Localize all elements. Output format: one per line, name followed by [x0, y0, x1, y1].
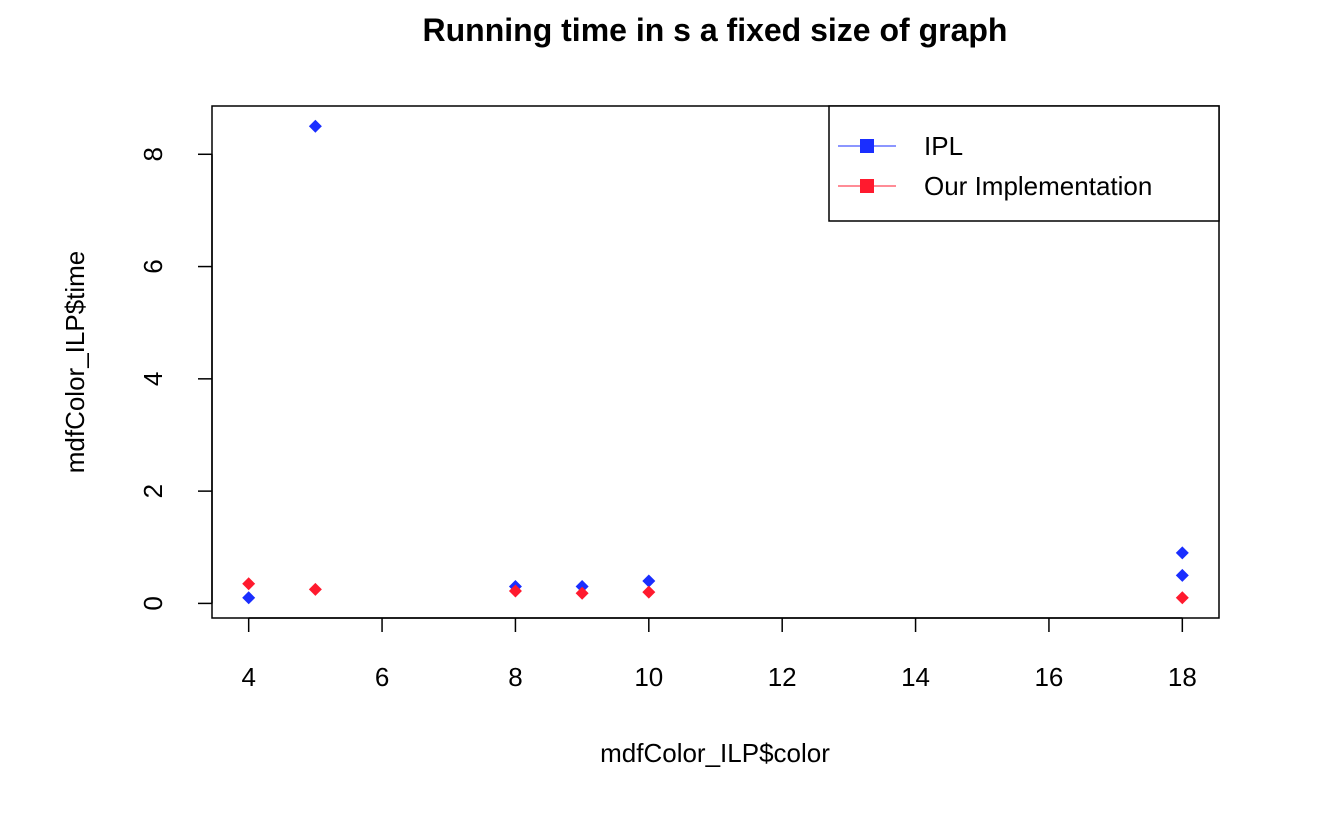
data-point-series-1	[308, 582, 322, 596]
x-tick-label: 10	[634, 662, 663, 692]
data-point-series-0	[575, 580, 589, 594]
x-axis: 4 6 8 10 12 14 16 18	[241, 617, 1197, 692]
x-tick-label: 6	[375, 662, 389, 692]
x-tick-label: 14	[901, 662, 930, 692]
x-tick-label: 4	[241, 662, 255, 692]
x-axis-title: mdfColor_ILP$color	[600, 738, 830, 768]
y-tick-label: 4	[138, 372, 168, 386]
data-point-series-0	[642, 574, 656, 588]
data-point-series-1	[642, 585, 656, 599]
x-tick-label: 12	[768, 662, 797, 692]
legend-box	[828, 105, 1220, 222]
data-points	[242, 119, 1189, 605]
legend-marker-series-1	[860, 179, 874, 193]
data-point-series-1	[1175, 591, 1189, 605]
data-point-series-1	[575, 586, 589, 600]
chart-title: Running time in s a fixed size of graph	[423, 12, 1008, 48]
y-tick-label: 6	[138, 259, 168, 273]
y-tick-label: 0	[138, 596, 168, 610]
data-point-series-1	[508, 584, 522, 598]
x-tick-label: 18	[1168, 662, 1197, 692]
x-tick-label: 8	[508, 662, 522, 692]
data-point-series-1	[242, 577, 256, 591]
data-point-series-0	[308, 119, 322, 133]
y-tick-label: 8	[138, 147, 168, 161]
legend-label-series-0: IPL	[924, 131, 963, 161]
legend-label-series-1: Our Implementation	[924, 171, 1152, 201]
legend: IPL Our Implementation	[828, 105, 1220, 222]
data-point-series-0	[1175, 568, 1189, 582]
data-point-series-0	[1175, 546, 1189, 560]
legend-marker-series-0	[860, 139, 874, 153]
y-axis-title: mdfColor_ILP$time	[60, 251, 90, 474]
data-point-series-0	[242, 591, 256, 605]
y-axis: 0 2 4 6 8	[138, 147, 213, 611]
x-tick-label: 16	[1034, 662, 1063, 692]
y-tick-label: 2	[138, 484, 168, 498]
